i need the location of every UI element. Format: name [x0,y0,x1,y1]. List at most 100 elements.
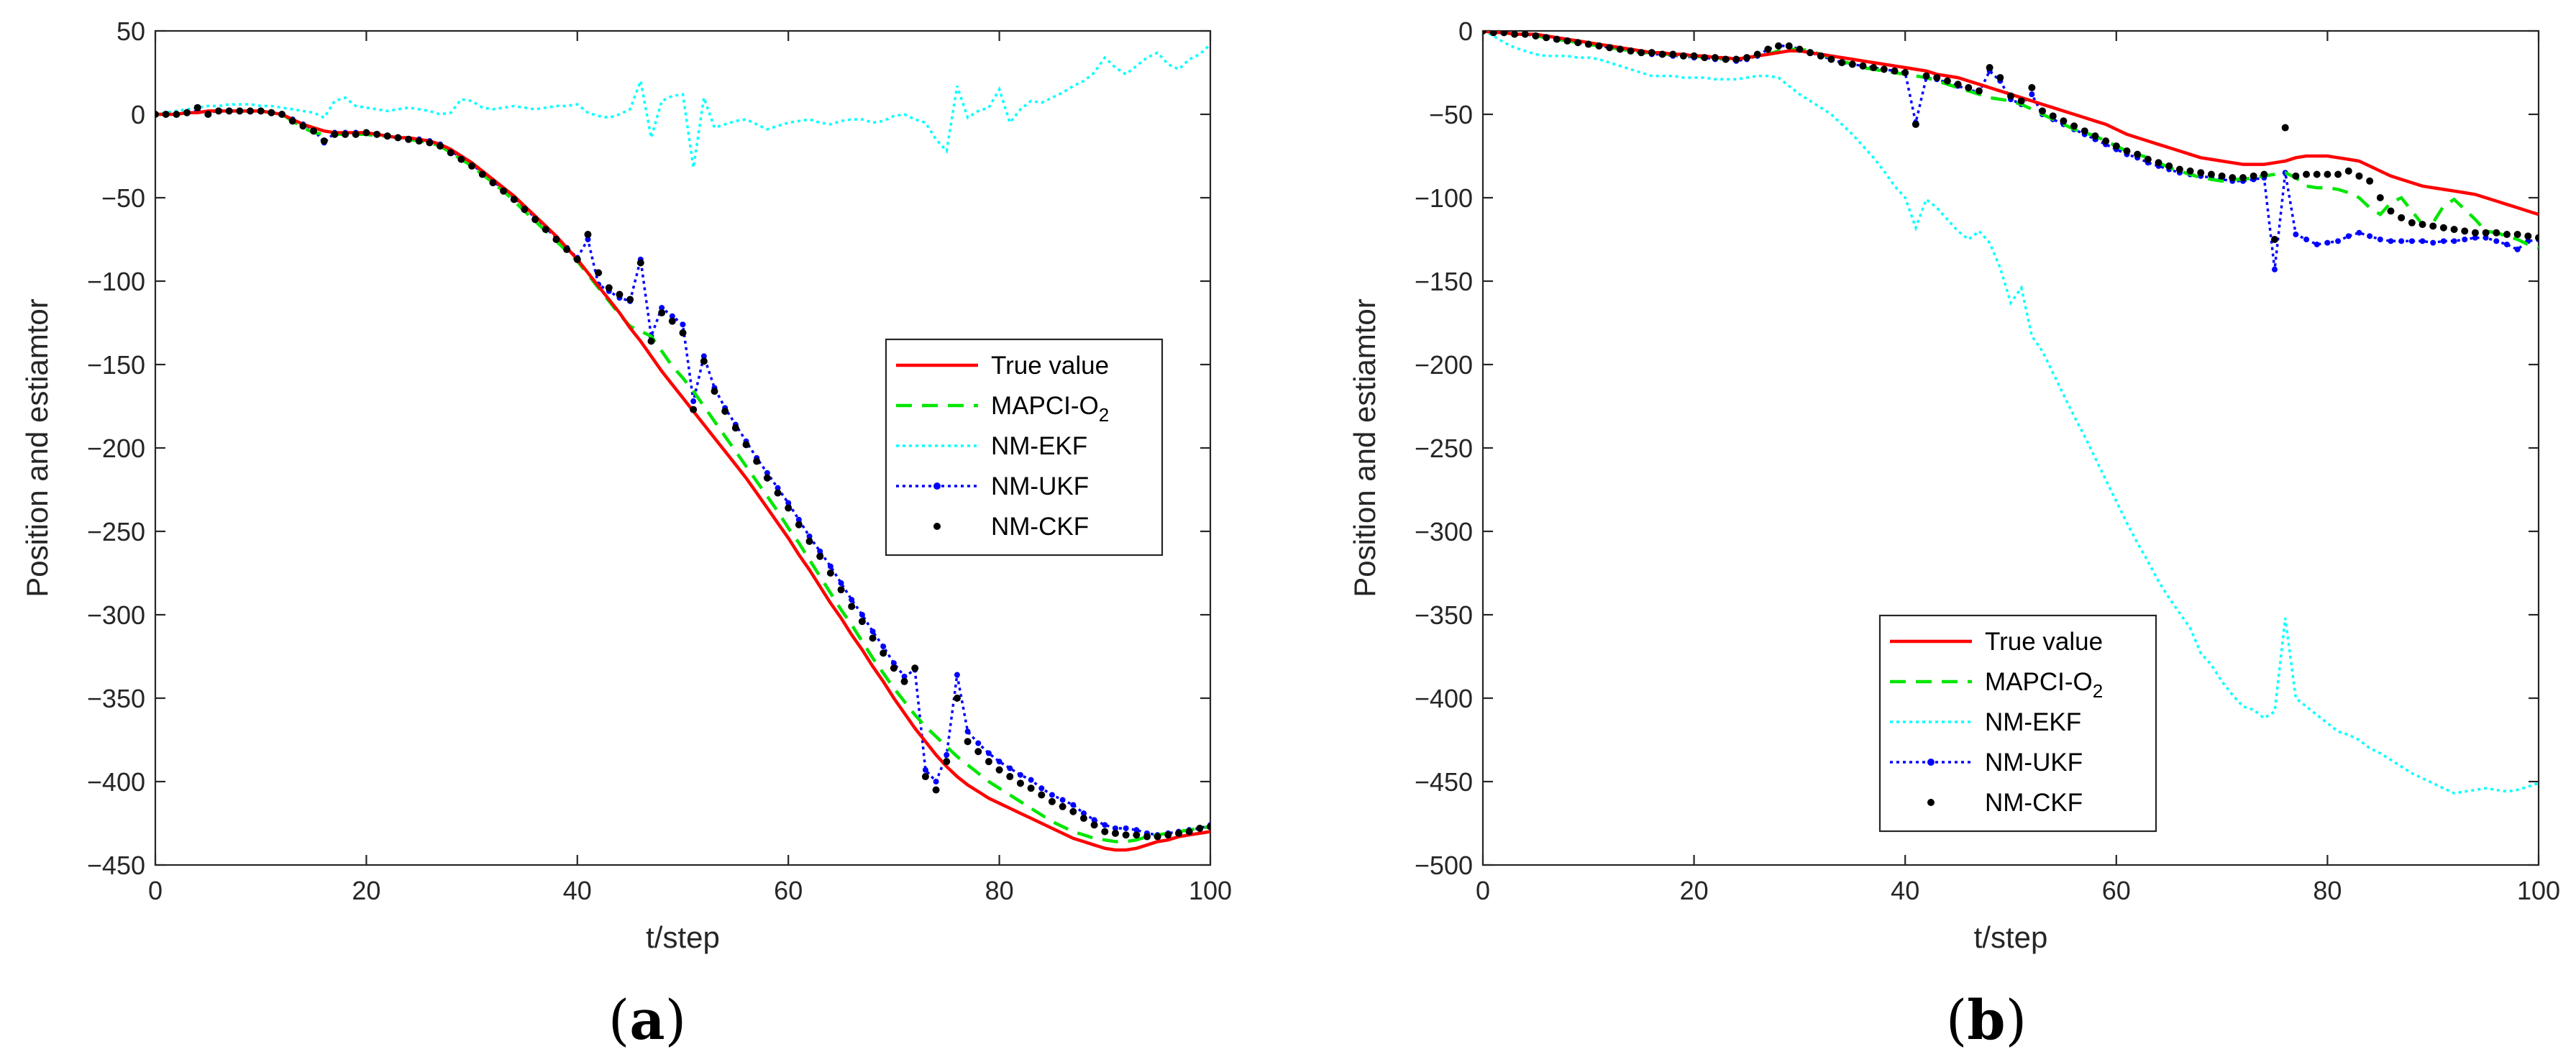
panel-a-series-nm-ukf-point [1123,825,1129,831]
panel-a-series-nm-ckf-point [626,296,634,303]
panel-a-series-nm-ckf-point [447,149,455,157]
panel-b-ytick-label: −350 [1415,600,1473,630]
panel-b-series-nm-ckf-point [2419,221,2426,229]
panel-a-series-nm-ckf-point [826,569,834,577]
panel-b-ytick-label: −200 [1415,350,1473,380]
panel-a-xtick-label: 20 [352,876,380,905]
panel-b-series-nm-ckf-point [2398,214,2406,221]
panel-b-plot-area [1483,31,2539,795]
panel-b-series-nm-ckf-point [2281,124,2289,132]
panel-b-ytick-label: −50 [1429,100,1473,129]
panel-b-series-nm-ckf-point [1627,47,1635,55]
panel-a-series-nm-ckf-point [1164,831,1172,839]
panel-a-series-nm-ckf-point [900,677,908,685]
panel-a-label-close: ) [665,988,687,1052]
panel-a-xtick-label: 80 [985,876,1014,905]
panel-a-series-nm-ckf-point [742,441,750,449]
panel-a-series-nm-ckf-point [215,107,223,115]
panel-a-series-nm-ckf-point [921,773,929,781]
panel-a-series-nm-ckf-point [288,117,296,125]
panel-a-series-nm-ckf-point [1048,797,1056,805]
panel-a-series-nm-ckf-point [679,329,687,337]
panel-a-series-nm-ckf-point [531,216,539,224]
panel-a-series-nm-ckf-point [394,134,402,142]
panel-a-series-nm-ukf-point [933,779,939,784]
panel-a-series-nm-ckf-point [299,122,307,130]
panel-b-series-nm-ckf-point [2292,172,2300,180]
panel-a-series-nm-ckf-point [1143,833,1151,841]
panel-a-series-nm-ckf-point [869,634,877,642]
panel-a-series-nm-ukf-point [1102,822,1108,828]
panel-b-ytick-label: −300 [1415,517,1473,546]
panel-b-series-nm-ckf-point [2366,177,2374,185]
panel-a: 0 20 40 60 80 100 50 0 −50 −100 −150 −200 −250 −300 −3… [20,17,1232,954]
panel-a-ytick-label: −450 [87,851,145,880]
panel-a-series-nm-ukf-point [690,398,697,405]
panel-a-series-nm-ckf-point [383,132,391,140]
panel-b-series-nm-ckf-point [1807,49,1814,57]
panel-a-series-nm-ckf-point [1111,829,1119,837]
panel-a-series-nm-ckf-point [1101,828,1109,836]
panel-a-series-nm-ckf-point [362,129,370,137]
panel-b-legend-label-subscript: 2 [2093,680,2103,702]
panel-a-series-nm-ckf-point [932,786,940,794]
panel-a-legend-label: NM-UKF [991,472,1089,500]
panel-a-series-nm-ckf-point [636,259,644,267]
panel-a-series-nm-ckf-point [510,196,518,203]
panel-b-series-nm-ckf-point [2239,174,2247,182]
panel-b-xtick-label: 100 [2517,876,2560,905]
panel-a-series-nm-ckf-point [690,406,698,413]
panel-b-series-nm-ckf-point [1743,54,1750,62]
panel-b-label-open: ( [1946,988,1968,1052]
panel-a-series-nm-ckf-point [595,269,603,277]
panel-b-series-nm-ckf-point [1753,50,1761,58]
panel-a-series-nm-ukf-point [996,759,1002,765]
panel-b-series-nm-ckf-point [1648,49,1655,57]
panel-a-series-nm-ukf-point [838,580,844,586]
panel-b-series-nm-ckf-point [1669,50,1677,58]
panel-b-series-nm-ckf-point [2070,122,2078,130]
panel-b-series-nm-ckf-point [1922,72,1930,80]
panel-a-series-nm-ckf-point [943,758,951,766]
panel-a-series-nm-ckf-point [457,155,465,163]
panel-b-series-nm-ckf-point [1954,81,1962,88]
panel-a-series-nm-ckf-point [1038,791,1046,799]
panel-a-series-nm-ukf-point [700,353,707,360]
panel-b-series-nm-ckf-point [1848,60,1856,68]
panel-a-series-nm-ckf-point [257,107,265,115]
panel-a-ytick-label: −150 [87,350,145,380]
panel-a-series-nm-ckf-point [278,111,286,118]
panel-a-series-nm-ckf-point [1207,823,1210,830]
panel-b-series-nm-ukf-line [1483,31,2539,270]
panel-b-series-nm-ckf-point [2503,231,2511,239]
panel-a-ytick-label: −350 [87,684,145,713]
panel-a-series-nm-ckf-point [985,758,992,766]
panel-b-series-nm-ckf-point [1986,64,1993,72]
panel-b-series-nm-ckf-point [1658,50,1666,58]
panel-b-series-nm-ckf-point [2250,172,2257,180]
panel-b-series-nm-ckf-point [1543,34,1550,42]
panel-a-series-nm-ckf-point [1154,833,1161,841]
panel-b-series-nm-ckf-point [2334,170,2342,178]
panel-b-series-nm-ukf-point [2451,238,2457,244]
panel-a-series-nm-ckf-point [953,695,961,702]
panel-a-series-nm-ckf-point [605,284,613,292]
panel-a-label-open: ( [608,988,630,1052]
panel-a-series-nm-ukf-point [975,740,982,746]
panel-b-series-nm-ukf-point [2029,91,2035,98]
panel-a-series-nm-ckf-point [489,179,497,187]
panel-b-series-nm-ckf-point [2387,207,2395,215]
panel-b-series-nm-ckf-point [2197,169,2205,177]
panel-a-series-nm-ckf-point [964,738,972,746]
panel-b-series-nm-ckf-point [2165,162,2173,170]
panel-b-series-nm-ckf-point [2313,170,2321,178]
panel-b-series-nm-ukf-point [2367,233,2373,239]
panel-a-series-nm-ckf-point [848,603,856,610]
panel-a-ytick-label: −50 [101,183,145,213]
panel-a-series-nm-ckf-point [573,255,581,263]
panel-a-series-nm-ckf-point [858,618,866,626]
panel-a-series-nm-ckf-point [1079,815,1087,823]
panel-a-series-nm-ckf-point [805,537,813,545]
panel-b-ytick-label: −500 [1415,851,1473,880]
panel-b-legend-label: NM-CKF [1985,789,2083,817]
